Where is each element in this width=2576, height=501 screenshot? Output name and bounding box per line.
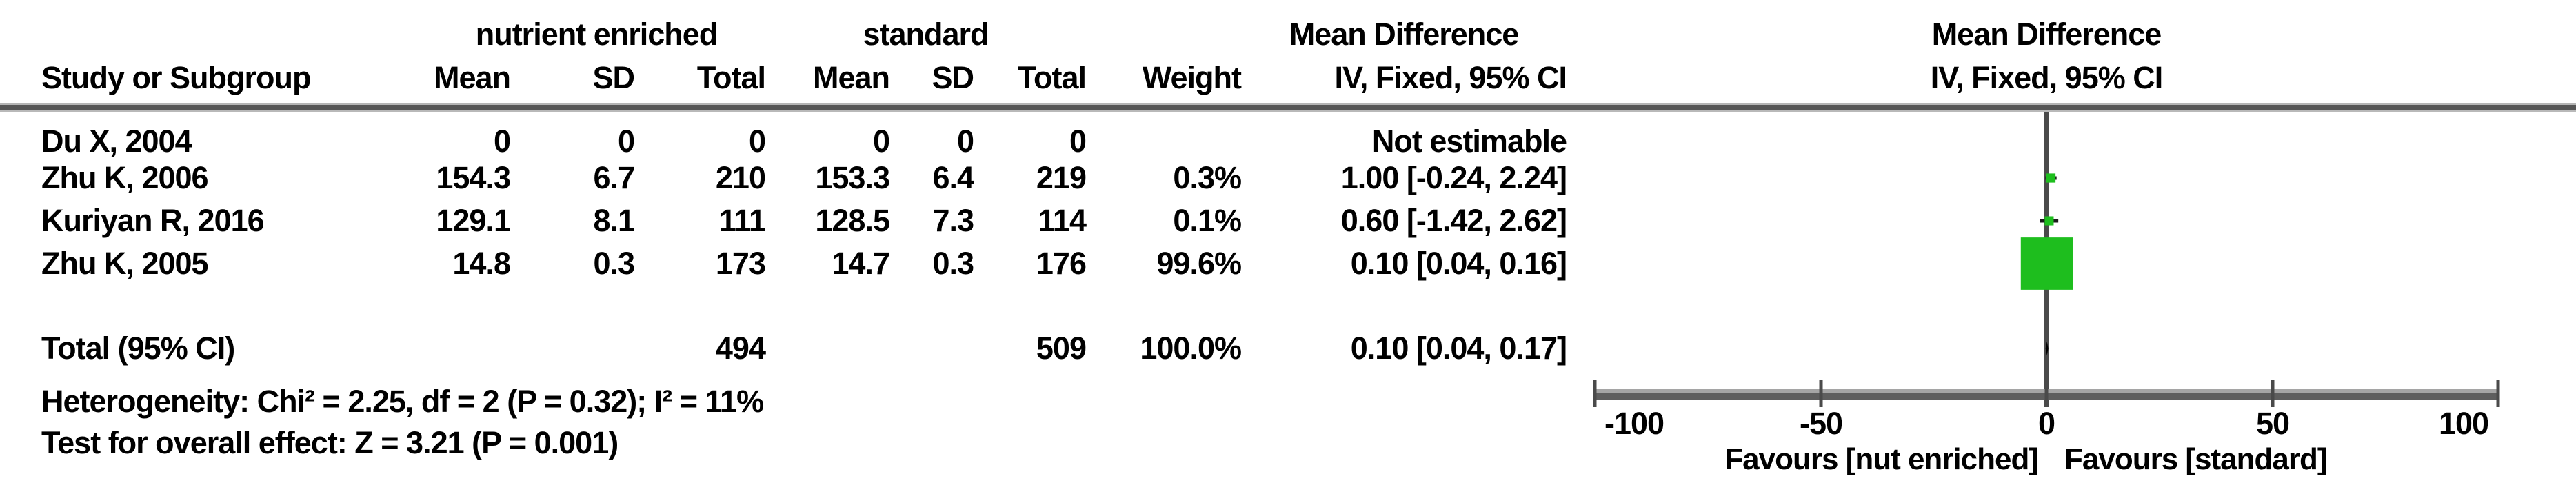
total-label: Total (95% CI) — [41, 331, 235, 366]
col-total1-header: Total — [696, 60, 766, 95]
axis-tick-label: -100 — [1604, 406, 1664, 441]
total-cell: 176 — [1036, 246, 1087, 281]
sd-cell: 0.3 — [593, 246, 635, 281]
total-cell: 509 — [1036, 331, 1087, 366]
total-cell: 210 — [715, 160, 766, 195]
sd-cell: 0.3 — [932, 246, 974, 281]
ci-cell: Not estimable — [1371, 124, 1567, 159]
study-name: Du X, 2004 — [41, 124, 192, 159]
mean-cell: 128.5 — [815, 203, 890, 238]
col-study-header: Study or Subgroup — [41, 60, 311, 95]
study-row: Zhu K, 2005 14.8 0.3 173 14.7 0.3 176 99… — [0, 243, 1567, 284]
study-row: Du X, 2004 0 0 0 0 0 0 Not estimable — [0, 121, 1567, 162]
sd-cell: 0 — [956, 124, 974, 159]
col-sd1-header: SD — [592, 60, 635, 95]
mean-cell: 14.8 — [452, 246, 511, 281]
effect-column-title: Mean Difference — [1289, 17, 1520, 52]
ci-cell: 0.10 [0.04, 0.17] — [1350, 331, 1567, 366]
effect-marker — [2046, 173, 2056, 183]
col-total2-header: Total — [1017, 60, 1087, 95]
col-mean2-header: Mean — [812, 60, 890, 95]
favours-right-label: Favours [standard] — [2064, 442, 2328, 476]
axis-tick-label: 100 — [2438, 406, 2489, 441]
ci-cell: 1.00 [-0.24, 2.24] — [1340, 160, 1567, 195]
study-name: Zhu K, 2005 — [41, 246, 209, 281]
mean-cell: 129.1 — [436, 203, 511, 238]
col-mean1-header: Mean — [433, 60, 511, 95]
sd-cell: 6.7 — [593, 160, 635, 195]
total-diamond — [2045, 342, 2049, 355]
axis-tick-label: 0 — [2037, 406, 2055, 441]
mean-cell: 14.7 — [832, 246, 890, 281]
effect-marker — [2020, 237, 2073, 290]
total-cell: 494 — [715, 331, 766, 366]
sd-cell: 8.1 — [593, 203, 635, 238]
plot-title: Mean Difference — [1931, 17, 2162, 52]
mean-cell: 153.3 — [815, 160, 890, 195]
favours-left-label: Favours [nut enriched] — [1724, 442, 2039, 476]
column-header-row: Study or Subgroup Mean SD Total Mean SD … — [0, 57, 1567, 99]
axis-tick-label: -50 — [1799, 406, 1843, 441]
sd-cell: 6.4 — [932, 160, 974, 195]
sd-cell: 7.3 — [932, 203, 974, 238]
plot-subtitle: IV, Fixed, 95% CI — [1930, 60, 2164, 95]
group1-header: nutrient enriched — [475, 17, 718, 52]
weight-cell: 100.0% — [1140, 331, 1242, 366]
mean-cell: 0 — [493, 124, 511, 159]
col-sd2-header: SD — [932, 60, 974, 95]
overall-effect-line: Test for overall effect: Z = 3.21 (P = 0… — [41, 425, 618, 460]
group2-header: standard — [863, 17, 989, 52]
ci-cell: 0.60 [-1.42, 2.62] — [1340, 203, 1567, 238]
mean-cell: 0 — [872, 124, 890, 159]
col-weight-header: Weight — [1142, 60, 1242, 95]
study-row: Kuriyan R, 2016 129.1 8.1 111 128.5 7.3 … — [0, 200, 1567, 242]
total-cell: 173 — [715, 246, 766, 281]
study-row: Zhu K, 2006 154.3 6.7 210 153.3 6.4 219 … — [0, 157, 1567, 199]
effect-marker — [2044, 216, 2054, 226]
weight-cell: 0.3% — [1173, 160, 1242, 195]
total-cell: 0 — [748, 124, 766, 159]
total-cell: 114 — [1038, 203, 1087, 238]
mean-cell: 154.3 — [436, 160, 511, 195]
total-cell: 219 — [1036, 160, 1087, 195]
ci-cell: 0.10 [0.04, 0.16] — [1350, 246, 1567, 281]
weight-cell: 0.1% — [1173, 203, 1242, 238]
header-rule — [0, 103, 2576, 112]
heterogeneity-line: Heterogeneity: Chi² = 2.25, df = 2 (P = … — [41, 384, 764, 419]
study-name: Zhu K, 2006 — [41, 160, 209, 195]
weight-cell: 99.6% — [1156, 246, 1242, 281]
axis-tick-label: 50 — [2255, 406, 2290, 441]
total-row: Total (95% CI) 494 509 100.0% 0.10 [0.04… — [0, 328, 1567, 369]
study-name: Kuriyan R, 2016 — [41, 203, 265, 238]
total-cell: 0 — [1069, 124, 1087, 159]
total-cell: 111 — [718, 203, 766, 238]
sd-cell: 0 — [617, 124, 635, 159]
col-ci-header: IV, Fixed, 95% CI — [1334, 60, 1568, 95]
